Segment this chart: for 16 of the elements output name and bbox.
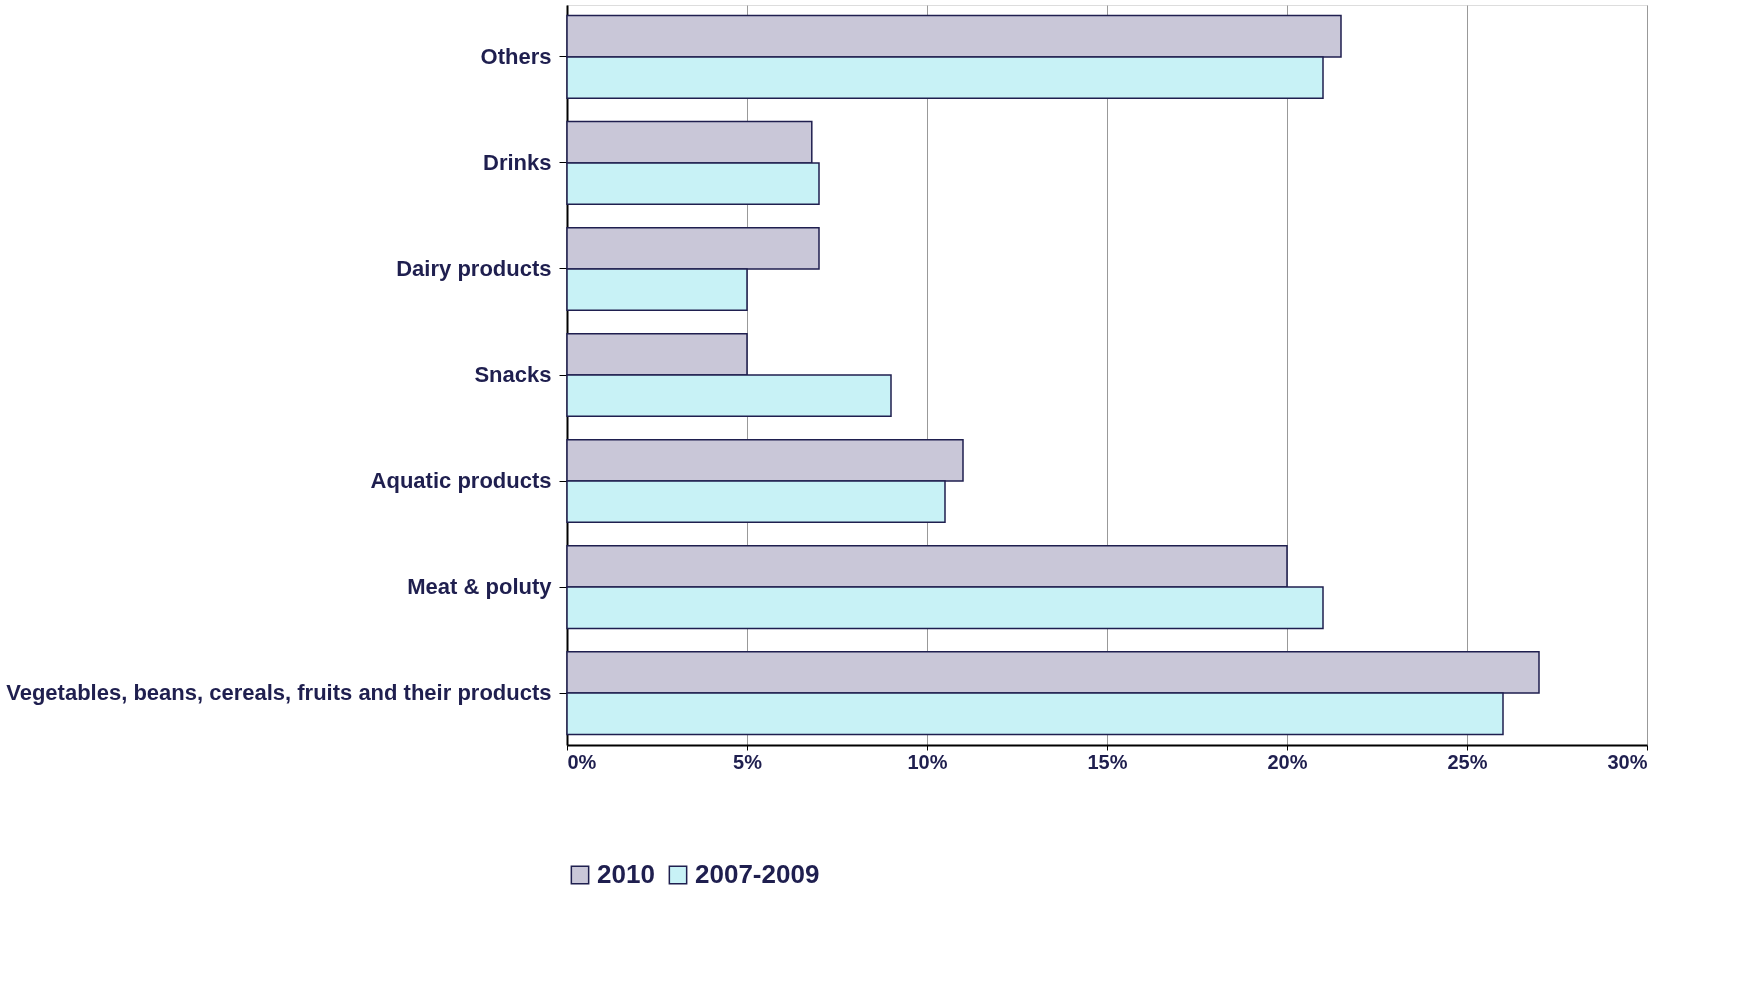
x-tick-label: 30%	[1607, 750, 1648, 773]
y-tick-label: Dairy products	[396, 255, 552, 281]
x-tick-label: 5%	[733, 750, 763, 773]
y-tick-label: Snacks	[474, 362, 552, 387]
x-tick-label: 0%	[567, 750, 597, 773]
x-tick-label: 10%	[907, 750, 948, 773]
y-tick-label: Vegetables, beans, cereals, fruits and their products	[6, 680, 552, 706]
legend-label: 2007-2009	[695, 859, 820, 889]
x-tick-label: 15%	[1087, 750, 1128, 773]
y-tick-label: Others	[480, 43, 552, 69]
y-tick-label: Drinks	[483, 149, 552, 175]
y-tick-label: Aquatic products	[370, 468, 552, 494]
x-tick-label: 20%	[1267, 750, 1308, 773]
y-tick-label: Meat & poluty	[407, 574, 553, 600]
x-tick-label: 25%	[1447, 750, 1488, 773]
legend-label: 2010	[597, 859, 655, 889]
